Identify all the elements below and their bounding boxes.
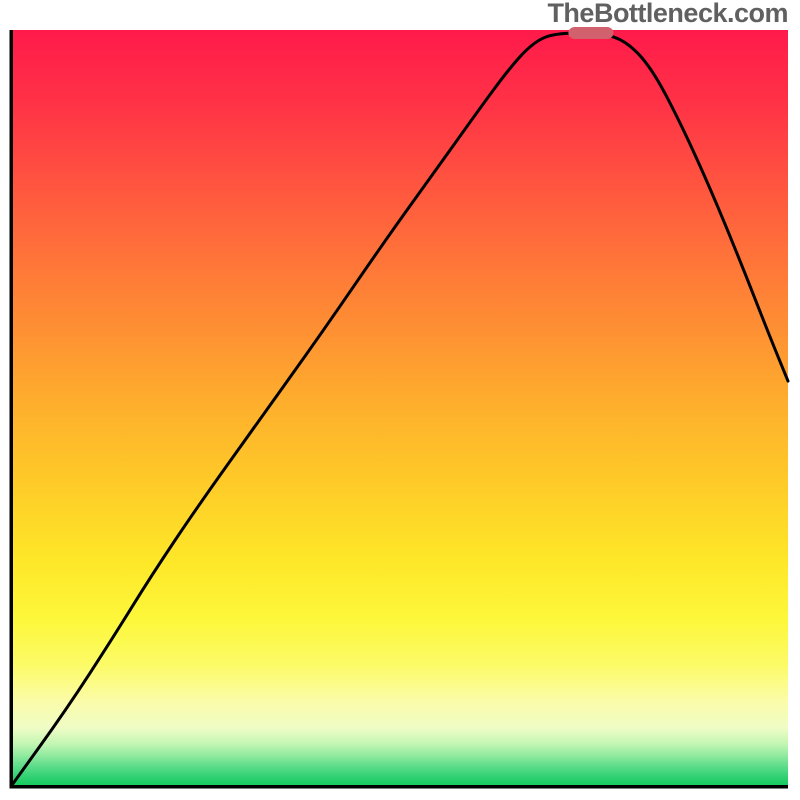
- bottleneck-chart: [0, 0, 800, 800]
- optimal-marker: [568, 27, 613, 39]
- gradient-background: [12, 30, 788, 785]
- watermark-text: TheBottleneck.com: [547, 0, 788, 27]
